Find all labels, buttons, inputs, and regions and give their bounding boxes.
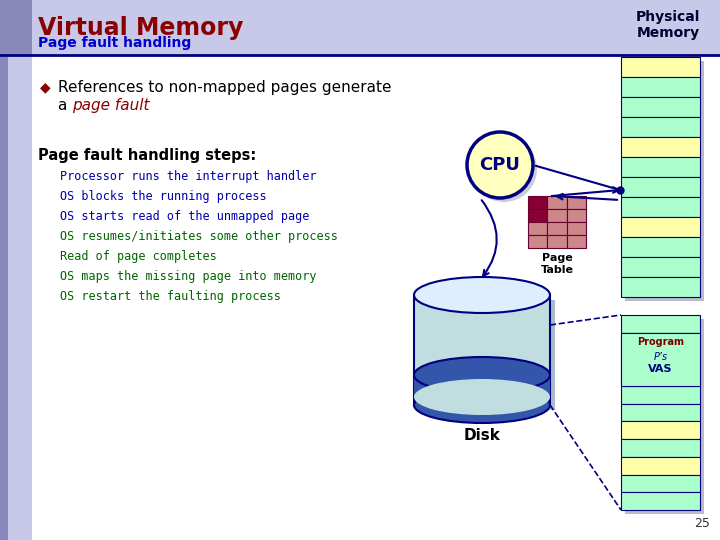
- Bar: [528, 196, 547, 209]
- Bar: [621, 277, 700, 297]
- Text: Processor runs the interrupt handler: Processor runs the interrupt handler: [60, 170, 317, 183]
- Bar: [621, 421, 700, 439]
- Text: References to non-mapped pages generate: References to non-mapped pages generate: [58, 80, 392, 95]
- Bar: [621, 197, 700, 217]
- Bar: [567, 209, 586, 222]
- Bar: [621, 333, 700, 350]
- Bar: [625, 319, 704, 514]
- Bar: [547, 209, 567, 222]
- Text: a: a: [58, 98, 72, 113]
- Bar: [621, 350, 700, 368]
- Bar: [621, 457, 700, 475]
- Bar: [414, 295, 550, 405]
- Bar: [621, 403, 700, 421]
- Bar: [621, 77, 700, 97]
- Text: CPU: CPU: [480, 156, 521, 174]
- Text: Program: Program: [637, 337, 684, 347]
- Ellipse shape: [467, 132, 533, 198]
- Bar: [0, 0, 32, 55]
- Bar: [621, 386, 700, 403]
- Bar: [621, 97, 700, 117]
- Bar: [621, 315, 700, 333]
- Bar: [621, 333, 700, 386]
- Text: OS starts read of the unmapped page: OS starts read of the unmapped page: [60, 210, 310, 223]
- Bar: [621, 137, 700, 157]
- Bar: [621, 257, 700, 277]
- Text: OS blocks the running process: OS blocks the running process: [60, 190, 266, 203]
- Text: page fault: page fault: [72, 98, 150, 113]
- Bar: [528, 222, 547, 235]
- Bar: [528, 209, 547, 222]
- Bar: [0, 0, 720, 55]
- Ellipse shape: [414, 277, 550, 313]
- Ellipse shape: [414, 357, 550, 393]
- Text: Page fault handling: Page fault handling: [38, 36, 192, 50]
- Bar: [0, 55, 32, 540]
- Ellipse shape: [414, 387, 550, 423]
- Text: Page fault handling steps:: Page fault handling steps:: [38, 148, 256, 163]
- Text: Virtual Memory: Virtual Memory: [38, 16, 243, 40]
- Text: OS restart the faulting process: OS restart the faulting process: [60, 290, 281, 303]
- Text: Read of page completes: Read of page completes: [60, 250, 217, 263]
- Bar: [0, 55, 8, 540]
- Text: Page
Table: Page Table: [541, 253, 574, 275]
- Bar: [621, 57, 700, 77]
- Bar: [621, 439, 700, 457]
- Bar: [621, 368, 700, 386]
- Bar: [567, 196, 586, 209]
- Bar: [621, 237, 700, 257]
- Bar: [621, 117, 700, 137]
- Bar: [567, 222, 586, 235]
- Text: VAS: VAS: [648, 364, 672, 374]
- Text: Physical
Memory: Physical Memory: [636, 10, 700, 40]
- Bar: [567, 235, 586, 248]
- Text: OS maps the missing page into memory: OS maps the missing page into memory: [60, 270, 317, 283]
- Text: ◆: ◆: [40, 80, 50, 94]
- Bar: [547, 235, 567, 248]
- Ellipse shape: [471, 136, 537, 202]
- Bar: [547, 196, 567, 209]
- Bar: [419, 300, 555, 410]
- Text: OS resumes/initiates some other process: OS resumes/initiates some other process: [60, 230, 338, 243]
- Text: P’s: P’s: [654, 352, 667, 362]
- Ellipse shape: [414, 379, 550, 415]
- Bar: [621, 475, 700, 492]
- Bar: [414, 375, 550, 397]
- Bar: [621, 217, 700, 237]
- Bar: [547, 222, 567, 235]
- Bar: [621, 157, 700, 177]
- Bar: [528, 235, 547, 248]
- Bar: [625, 61, 704, 301]
- Bar: [621, 177, 700, 197]
- Bar: [621, 492, 700, 510]
- Text: Disk: Disk: [464, 428, 500, 443]
- Text: 25: 25: [694, 517, 710, 530]
